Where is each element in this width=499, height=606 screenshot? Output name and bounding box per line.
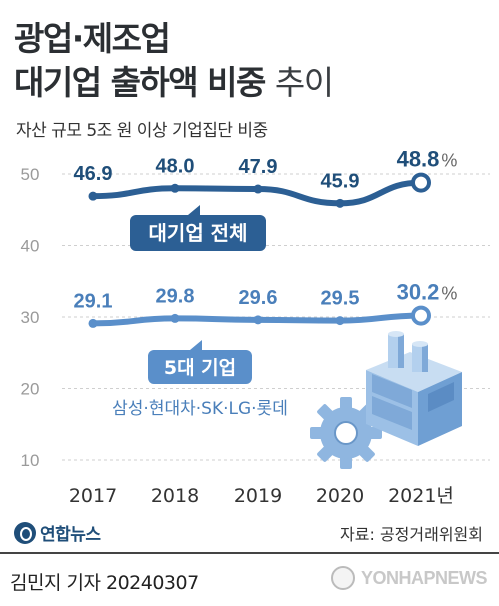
- x-tick-label: 2020: [316, 485, 364, 507]
- data-point: [170, 313, 180, 323]
- data-point: [411, 305, 431, 326]
- data-label: 46.9: [74, 163, 113, 185]
- watermark-text: YONHAPNEWS: [360, 567, 488, 588]
- data-label: 29.6: [239, 287, 278, 309]
- percent-sign: %: [441, 284, 457, 304]
- industry-illustration: [310, 331, 462, 469]
- watermark-icon: [330, 566, 355, 590]
- legend-callout-all: 대기업 전체: [130, 205, 266, 251]
- logo-text: 연합뉴스: [40, 525, 101, 545]
- data-point: [253, 315, 263, 325]
- data-label: 45.9: [321, 170, 360, 192]
- x-tick-label: 2017: [69, 485, 117, 507]
- data-point: [170, 183, 180, 193]
- data-label: 47.9: [239, 156, 278, 178]
- gear-icon: [310, 397, 382, 469]
- data-labels: 46.9 48.0 47.9 45.9 48.8 % 29.1 29.8 29.6 29.5 30.…: [74, 147, 458, 313]
- reporter-credit: 김민지 기자 20240307: [10, 572, 199, 594]
- chart-title-line1: 광업·제조업: [14, 19, 171, 58]
- percent-sign: %: [441, 151, 457, 171]
- data-point: [88, 318, 98, 328]
- x-tick-label: 2021년: [388, 485, 454, 507]
- top5-annotation: 삼성·현대차·SK·LG·롯데: [112, 399, 288, 419]
- data-label: 29.5: [321, 288, 360, 310]
- y-tick-label: 20: [21, 380, 40, 399]
- y-tick-label: 50: [21, 165, 40, 184]
- legend-label-all: 대기업 전체: [149, 221, 248, 245]
- data-label: 29.8: [156, 285, 195, 307]
- data-label: 48.0: [156, 155, 195, 177]
- data-label: 29.1: [74, 290, 113, 312]
- legend-label-top5: 5대 기업: [164, 357, 236, 379]
- factory-icon: [366, 331, 462, 446]
- data-point: [335, 198, 345, 208]
- chart-title-line2: 대기업 출하액 비중 추이: [14, 56, 334, 104]
- footer-divider: [0, 552, 499, 554]
- data-label: 30.2%: [397, 280, 458, 305]
- data-point: [411, 172, 431, 193]
- chart-title-bold: 대기업 출하액 비중: [14, 63, 266, 102]
- data-point: [253, 184, 263, 194]
- chart-subtitle: 자산 규모 5조 원 이상 기업집단 비중: [16, 121, 268, 141]
- yonhap-logo-icon: [14, 521, 36, 544]
- series-layer: [88, 172, 431, 328]
- data-point: [88, 191, 98, 201]
- data-label: 48.8%: [397, 147, 458, 172]
- y-tick-label: 40: [21, 237, 40, 256]
- data-point: [335, 316, 345, 326]
- y-tick-label: 10: [21, 451, 40, 470]
- x-tick-label: 2019: [234, 485, 282, 507]
- watermark: YONHAPNEWS: [330, 566, 488, 590]
- source-note: 자료: 공정거래위원회: [340, 525, 483, 544]
- yonhap-logo: 연합뉴스: [14, 520, 101, 545]
- chart-title-light: 추이: [274, 63, 334, 102]
- legend-callout-top5: 5대 기업: [148, 340, 252, 384]
- x-tick-label: 2018: [151, 485, 199, 507]
- y-tick-label: 30: [21, 308, 40, 327]
